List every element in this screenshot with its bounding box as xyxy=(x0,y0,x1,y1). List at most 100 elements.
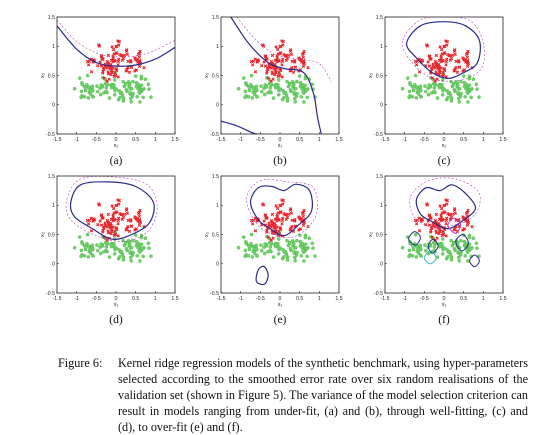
class-1-point xyxy=(453,48,457,52)
class-2-point xyxy=(305,87,309,92)
class-2-point xyxy=(407,89,412,94)
class-1-point xyxy=(266,235,270,239)
x-tick-label: 1 xyxy=(482,296,485,302)
x-axis-label: x₁ xyxy=(278,302,283,308)
class-2-point xyxy=(138,259,142,263)
class-2-point xyxy=(477,95,481,99)
class-2-point xyxy=(276,78,281,82)
class-2-point xyxy=(461,74,466,78)
class-1-point xyxy=(135,58,139,62)
y-tick-label: -0.5 xyxy=(46,132,55,138)
class-1-point xyxy=(466,208,470,213)
y-axis-label: x₂ xyxy=(40,232,46,237)
x-tick-label: 0 xyxy=(443,137,446,143)
class-2-point xyxy=(407,254,411,259)
x-tick-label: -1.5 xyxy=(381,296,390,302)
subplot-label: (a) xyxy=(110,155,123,167)
class-1-point xyxy=(136,52,141,56)
class-1-point xyxy=(414,63,419,67)
class-2-point xyxy=(89,92,93,97)
x-tick-label: -1 xyxy=(74,296,79,302)
class-2-point xyxy=(293,86,298,91)
class-2-point xyxy=(301,89,305,94)
decision-boundary xyxy=(455,234,469,252)
class-2-point xyxy=(114,246,119,250)
class-2-point xyxy=(457,259,461,263)
class-2-point xyxy=(451,82,456,87)
y-tick-label: -0.5 xyxy=(374,291,383,297)
class-1-point xyxy=(302,61,307,66)
class-1-point xyxy=(289,211,293,215)
class-1-point xyxy=(278,210,282,215)
class-2-point xyxy=(254,84,259,89)
class-1-point xyxy=(274,45,278,49)
class-1-point xyxy=(112,74,117,78)
x-tick-label: 0 xyxy=(115,137,118,143)
class-1-point xyxy=(285,215,290,219)
class-1-point xyxy=(427,54,431,58)
class-2-point xyxy=(112,93,117,97)
subplot-label: (f) xyxy=(438,314,450,326)
class-2-point xyxy=(293,100,297,104)
y-tick-label: -0.5 xyxy=(374,132,383,138)
class-1-point xyxy=(129,224,134,229)
class-1-point xyxy=(426,60,430,64)
class-1-point xyxy=(424,223,428,227)
class-1-point xyxy=(444,63,448,67)
class-2-point xyxy=(121,255,126,259)
class-1-point xyxy=(261,203,266,207)
class-1-point xyxy=(288,69,292,73)
class-2-point xyxy=(254,87,259,92)
class-1-point xyxy=(137,64,142,68)
class-2-point xyxy=(137,89,141,94)
class-2-point xyxy=(313,254,317,258)
class-2-point xyxy=(129,255,133,260)
y-tick-label: 1 xyxy=(52,203,55,209)
class-1-point xyxy=(429,230,433,234)
class-1-point xyxy=(281,198,285,203)
class-2-point xyxy=(302,259,306,263)
class-1-point xyxy=(281,57,285,61)
class-1-point xyxy=(116,234,120,238)
class-2-point xyxy=(90,84,95,89)
class-1-point xyxy=(125,207,129,211)
class-2-point xyxy=(253,92,257,97)
class-1-point xyxy=(281,216,285,220)
class-1-point xyxy=(276,74,281,78)
class-1-point xyxy=(302,220,307,225)
class-1-point xyxy=(266,76,270,80)
class-1-point xyxy=(255,60,259,64)
class-1-point xyxy=(449,215,454,219)
class-1-point xyxy=(96,64,100,68)
y-tick-label: 0.5 xyxy=(376,232,383,238)
x-tick-label: 0.5 xyxy=(296,137,303,143)
class-1-point xyxy=(138,49,142,54)
class-2-point xyxy=(303,83,308,88)
class-1-point xyxy=(142,66,146,70)
class-2-point xyxy=(98,92,103,97)
class-1-point xyxy=(306,66,310,70)
class-1-point xyxy=(288,228,292,232)
class-1-point xyxy=(465,223,470,227)
class-1-point xyxy=(120,58,125,62)
class-2-point xyxy=(432,89,436,94)
class-2-point xyxy=(135,254,139,258)
class-2-point xyxy=(293,255,297,260)
class-2-point xyxy=(301,248,305,253)
class-1-point xyxy=(125,52,129,56)
class-1-point xyxy=(438,229,442,233)
class-1-point xyxy=(99,64,104,68)
class-1-point xyxy=(270,53,275,58)
x-tick-label: -1.5 xyxy=(53,296,62,302)
class-2-point xyxy=(457,255,461,260)
class-2-point xyxy=(426,92,431,97)
class-2-point xyxy=(247,85,252,90)
class-1-point xyxy=(262,60,266,64)
x-tick-label: 1.5 xyxy=(499,296,506,302)
class-1-point xyxy=(428,57,433,61)
class-2-point xyxy=(86,255,91,259)
class-1-point xyxy=(277,229,281,234)
y-tick-label: 0.5 xyxy=(48,232,55,238)
class-2-point xyxy=(79,89,84,94)
class-1-point xyxy=(452,69,456,73)
